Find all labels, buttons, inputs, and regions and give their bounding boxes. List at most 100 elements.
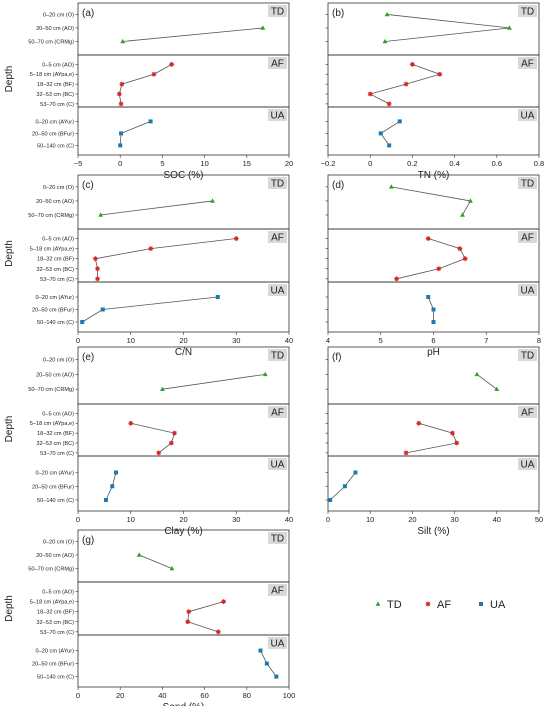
x-tick-label: 20 [179,336,187,345]
data-point [457,246,463,252]
group-tag-label: TD [271,179,284,190]
subpanel-frame [77,281,290,333]
x-tick-label: 10 [200,159,208,168]
x-tick-label: 5 [160,159,164,168]
data-point [95,266,100,272]
depth-label: 0–20 cm (AYur) [36,471,75,477]
data-point [328,498,333,502]
subpanel-td: TD (a) 0–20 cm (O) 20–50 cm (AO) 50–70 cm (C… [28,2,290,56]
x-tick-label: 0.8 [534,159,544,168]
depth-label: 50–140 cm (C) [37,320,74,326]
series-line-af [187,601,224,633]
subpanel-af: AF [325,403,540,457]
data-point [264,661,269,666]
panel-letter: (a) [82,8,94,19]
panel-b: TD (b) AF UA −0.2 0 0.2 0.4 0.6 0.8 TN (%) [321,2,544,181]
depth-label: 0–5 cm (AO) [42,237,74,243]
depth-label: 0–5 cm (AO) [42,62,74,68]
depth-label: 50–140 cm (C) [37,498,74,504]
data-point [397,119,402,124]
data-point [128,420,134,426]
x-tick-label: 10 [127,515,135,524]
data-point [95,276,100,282]
x-tick-label: 60 [200,691,208,700]
panel-a: TD (a) 0–20 cm (O) 20–50 cm (AO) 50–70 cm (C… [4,2,293,181]
x-tick-label: 5 [379,336,383,345]
series-line-td [122,27,263,42]
subpanel-af: AF 0–5 cm (AO) 5–18 cm (AYpa,e) 18–32 cm (B… [30,581,290,636]
data-point [494,386,500,391]
group-tag-box [268,458,287,470]
panel-letter: (d) [332,180,344,191]
depth-label: 0–20 cm (O) [43,185,74,191]
series-line-td [384,14,510,42]
data-point [103,498,108,502]
group-tag-label: UA [521,460,535,471]
data-point [378,131,383,136]
data-point [185,619,191,625]
depth-label: 20–50 cm (AO) [36,199,74,205]
data-point [507,25,512,30]
x-tick-label: 15 [243,159,251,168]
x-tick-label: 40 [493,515,501,524]
subpanel-frame [327,403,540,457]
subpanel-frame [77,403,290,457]
x-tick-label: 0 [326,515,330,524]
depth-label: 5–18 cm (AYpa,e) [30,247,74,253]
subpanel-td: TD (d) [325,174,540,230]
depth-label: 50–140 cm (C) [37,143,74,149]
data-point [416,420,422,426]
data-point [410,61,415,67]
x-tick-label: 50 [535,515,543,524]
group-tag-label: AF [521,408,534,419]
depth-label: 20–50 cm (AO) [36,553,74,559]
legend-item-td: TD [375,599,402,611]
data-point [436,266,442,272]
depth-label: 50–140 cm (C) [37,675,74,681]
x-tick-label: 10 [366,515,374,524]
depth-label: 20–50 cm (BFur) [32,308,74,314]
group-tag-box [518,349,537,361]
x-tick-label: 40 [285,515,293,524]
depth-label: 20–50 cm (BFur) [32,131,74,137]
data-point [80,320,85,324]
data-point [119,81,125,87]
x-tick-label: 30 [232,515,240,524]
depth-label: 20–50 cm (BFur) [32,484,74,490]
x-tick-label: 0 [76,515,80,524]
data-point [118,143,123,148]
depth-label: 20–50 cm (AO) [36,372,74,378]
depth-label: 50–70 cm (CRMg) [28,566,74,572]
depth-label: 0–5 cm (AO) [42,590,74,596]
subpanel-ua: UA [325,281,540,333]
x-axis-title: SOC (%) [164,170,204,181]
group-tag-box [268,177,287,189]
x-tick-label: 0.2 [407,159,417,168]
depth-label: 53–70 cm (C) [40,451,74,457]
data-point [215,295,220,299]
series-line-td [100,200,213,216]
y-axis-title: Depth [4,240,15,267]
group-tag-box [518,177,537,189]
data-point [116,91,122,97]
y-axis-title: Depth [4,416,15,443]
data-point [426,295,431,299]
group-tag-box [518,5,537,17]
group-tag-label: AF [271,59,284,70]
legend-item-af: AF [425,599,451,611]
depth-label: 0–20 cm (O) [43,358,74,364]
depth-label: 32–53 cm (BC) [36,267,74,273]
data-point [367,91,373,97]
depth-label: 50–70 cm (CRMg) [28,39,74,45]
subpanel-frame [77,174,290,230]
data-point [388,184,394,189]
x-axis-title: pH [427,347,440,358]
data-point [186,609,192,615]
x-axis-title: TN (%) [418,170,450,181]
group-tag-label: UA [271,639,285,650]
depth-label: 5–18 cm (AYpa,e) [30,72,74,78]
series-line-td [139,554,173,569]
x-tick-label: 30 [232,336,240,345]
data-point [468,198,473,203]
panel-letter: (g) [82,535,94,546]
